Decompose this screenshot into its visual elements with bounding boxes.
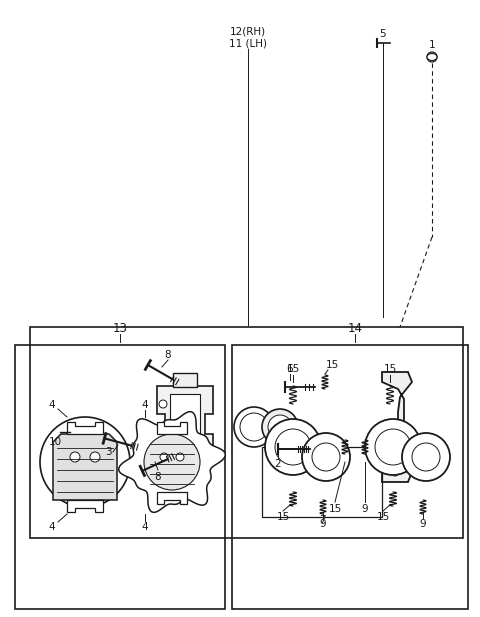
Circle shape	[412, 443, 440, 471]
Ellipse shape	[60, 428, 70, 436]
Text: 5: 5	[380, 29, 386, 39]
Polygon shape	[157, 492, 187, 504]
Circle shape	[262, 409, 298, 445]
Text: 15: 15	[328, 504, 342, 514]
Circle shape	[90, 452, 100, 462]
Circle shape	[159, 400, 167, 408]
Text: 4: 4	[142, 522, 148, 532]
Circle shape	[402, 433, 450, 481]
Circle shape	[302, 433, 350, 481]
Bar	[15, 345, 225, 609]
Text: 10: 10	[48, 437, 61, 447]
Polygon shape	[67, 422, 103, 434]
Text: 4: 4	[48, 400, 55, 410]
Text: 2: 2	[275, 459, 281, 469]
Circle shape	[312, 443, 340, 471]
Text: 15: 15	[384, 364, 396, 374]
Circle shape	[391, 468, 399, 476]
Polygon shape	[119, 412, 225, 512]
Text: 4: 4	[48, 522, 55, 532]
Polygon shape	[382, 372, 412, 482]
Polygon shape	[67, 500, 103, 512]
Text: 15: 15	[376, 512, 390, 522]
Bar	[173, 373, 197, 387]
Text: 11 (LH): 11 (LH)	[229, 38, 267, 48]
Circle shape	[365, 419, 421, 475]
Circle shape	[55, 432, 115, 492]
Text: 15: 15	[325, 360, 338, 370]
Circle shape	[176, 453, 184, 461]
Text: 1: 1	[429, 40, 435, 50]
Circle shape	[70, 452, 80, 462]
Text: 8: 8	[155, 472, 161, 482]
Bar	[30, 327, 463, 538]
Circle shape	[159, 440, 167, 448]
Text: 12(RH): 12(RH)	[230, 27, 266, 37]
Circle shape	[268, 415, 292, 439]
Text: 9: 9	[362, 504, 368, 514]
Polygon shape	[53, 434, 117, 500]
Circle shape	[160, 453, 168, 461]
Text: 8: 8	[165, 350, 171, 360]
Circle shape	[275, 429, 311, 465]
Circle shape	[144, 434, 200, 490]
Text: 9: 9	[420, 519, 426, 529]
Circle shape	[427, 52, 437, 62]
Text: 15: 15	[276, 512, 289, 522]
Bar	[262, 447, 382, 517]
Text: 7: 7	[319, 515, 325, 525]
Circle shape	[375, 429, 411, 465]
Bar	[170, 394, 200, 454]
Polygon shape	[157, 422, 187, 434]
Text: 4: 4	[142, 400, 148, 410]
Circle shape	[265, 419, 321, 475]
Polygon shape	[157, 386, 213, 462]
Circle shape	[40, 417, 130, 507]
Bar	[173, 462, 197, 476]
Circle shape	[234, 407, 274, 447]
Bar	[232, 345, 468, 609]
Circle shape	[240, 413, 268, 441]
Text: 3: 3	[105, 447, 111, 457]
Text: 9: 9	[320, 519, 326, 529]
Text: 15: 15	[287, 364, 300, 374]
Text: 6: 6	[287, 364, 293, 374]
Text: 13: 13	[113, 323, 127, 336]
Text: 14: 14	[348, 323, 362, 336]
Ellipse shape	[427, 54, 437, 60]
